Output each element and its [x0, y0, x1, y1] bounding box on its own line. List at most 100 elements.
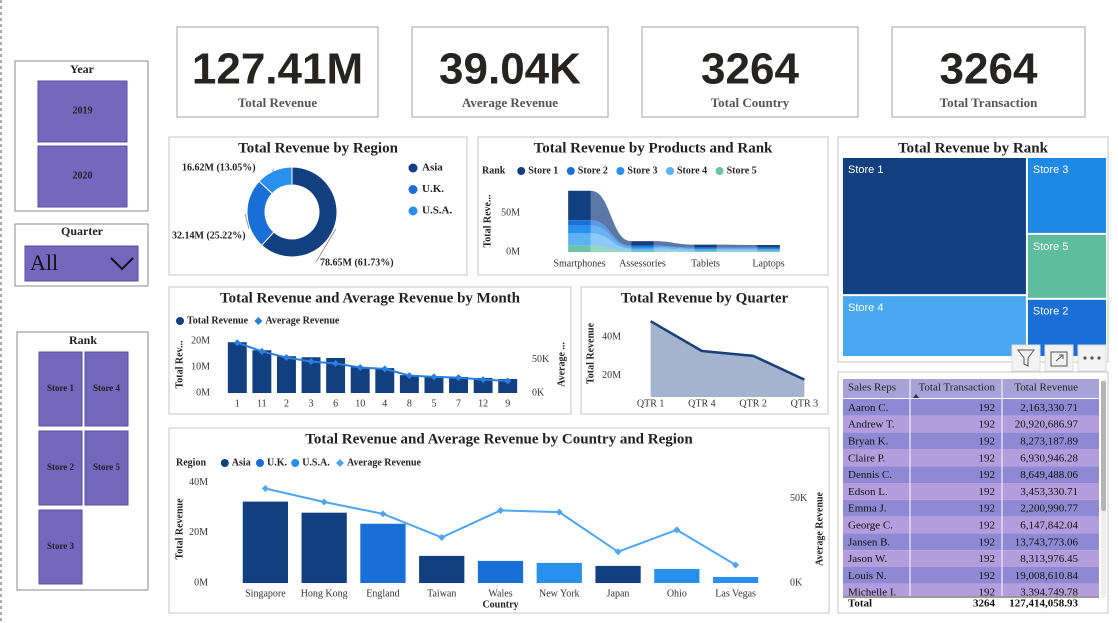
ribbon-bar [694, 244, 717, 248]
table-row[interactable]: Jason W. 192 8,313,976.45 [843, 550, 1099, 567]
ribbon-bar [631, 241, 654, 246]
x-tick-label: QTR 4 [688, 398, 716, 409]
more-options[interactable] [1077, 344, 1107, 372]
icon [1017, 349, 1035, 367]
icon-bg [1011, 344, 1041, 372]
y-tick-label: 0M [194, 577, 208, 588]
table-cell: George C. [848, 520, 893, 532]
legend-marker [715, 167, 724, 175]
slicer-title: Year [70, 62, 95, 76]
ribbon-bar [568, 233, 591, 246]
table-cell: 3,453,330.71 [1020, 486, 1078, 498]
axis-title: Average Revenue [814, 491, 825, 566]
axis-title: Country [482, 599, 518, 610]
icon [1083, 356, 1087, 360]
table-cell: 192 [979, 503, 996, 515]
ribbon [653, 250, 695, 252]
table-cell: 13,743,773.06 [1015, 536, 1079, 548]
x-tick-label: QTR 3 [791, 398, 819, 409]
ribbon [653, 246, 695, 250]
table-row[interactable]: Emma J. 192 2,200,990.77 [843, 499, 1099, 517]
legend-label: Store 4 [677, 165, 707, 176]
table-row[interactable]: Louis N. 192 19,008,610.84 [843, 567, 1099, 584]
line-marker [381, 365, 389, 373]
ribbon [590, 233, 632, 251]
kpi-value: 3264 [701, 45, 799, 94]
slicer-button-label: 2019 [73, 105, 93, 116]
line-marker [320, 498, 328, 506]
ribbon-bar [631, 245, 654, 247]
ribbon-bar [631, 246, 654, 249]
slicer-button[interactable] [84, 351, 129, 427]
kpi-card [641, 26, 859, 118]
table-cell: 6,930,946.28 [1020, 452, 1078, 464]
x-tick-label: Hong Kong [301, 588, 348, 599]
row-bg [843, 499, 1099, 517]
table-cell: Emma J. [848, 503, 887, 515]
slicer-button[interactable] [37, 145, 128, 208]
slicer-button[interactable] [84, 430, 129, 506]
x-tick-label: 10 [355, 398, 365, 409]
table-row[interactable]: Aaron C. 192 2,163,330.71 [843, 399, 1099, 416]
ribbon-bar [757, 245, 780, 248]
total-cell: 127,414,058.93 [1009, 598, 1078, 610]
ribbon [653, 245, 695, 249]
table-row[interactable]: Bryan K. 192 8,273,187.89 [843, 432, 1099, 450]
x-tick-label: 12 [478, 398, 488, 409]
line-marker [258, 347, 266, 355]
slicer-button[interactable] [37, 80, 128, 143]
line-marker [332, 359, 340, 367]
treemap-tile [1027, 158, 1106, 233]
table-cell: 2,163,330.71 [1020, 402, 1078, 414]
x-tick-label: QTR 1 [637, 398, 665, 409]
line-marker [307, 357, 315, 365]
filter-icon[interactable] [1011, 344, 1041, 372]
focus-icon[interactable] [1044, 344, 1074, 372]
table-row[interactable]: Jansen B. 192 13,743,773.06 [843, 533, 1099, 551]
line-marker [405, 372, 413, 380]
x-tick-label: Laptops [752, 258, 784, 269]
table-cell: 8,313,976.45 [1020, 553, 1078, 565]
line-marker [455, 374, 463, 382]
table-cell: 8,273,187.89 [1020, 436, 1078, 448]
donut-segment [261, 166, 338, 258]
y-tick-label: 10M [191, 361, 210, 372]
table-cell: Michelle I. [848, 587, 897, 599]
tile-label: Store 1 [848, 164, 883, 176]
row-bg [843, 567, 1099, 584]
y-tick-label: 20M [189, 527, 208, 538]
slicer-button[interactable] [38, 351, 83, 427]
row-bg [843, 533, 1099, 551]
legend-marker [256, 459, 264, 467]
line-marker [614, 548, 622, 556]
table-row[interactable]: Edson L. 192 3,453,330.71 [843, 483, 1099, 500]
y-tick-label: 20M [602, 370, 621, 381]
dropdown-value: All [30, 250, 58, 275]
table-row[interactable]: George C. 192 6,147,842.04 [843, 516, 1099, 534]
sort-indicator [913, 394, 919, 398]
slicer-button[interactable] [38, 509, 83, 585]
slicer-button[interactable] [38, 430, 83, 506]
line-marker [732, 561, 740, 569]
bar [276, 356, 296, 393]
table-row[interactable]: Dennis C. 192 8,649,488.06 [843, 466, 1099, 483]
ribbon [716, 247, 758, 249]
ribbon-bar [757, 249, 780, 252]
bar [419, 555, 465, 583]
table-cell: 192 [979, 452, 996, 464]
table-cell: 20,920,686.97 [1015, 419, 1079, 431]
y-tick-label: 0M [196, 387, 210, 398]
dropdown[interactable] [24, 245, 139, 282]
table-row[interactable]: Claire P. 192 6,930,946.28 [843, 449, 1099, 467]
table-row[interactable]: Andrew T. 192 20,920,686.97 [843, 415, 1099, 433]
line-marker [261, 485, 269, 492]
scrollbar-thumb[interactable] [1101, 381, 1106, 511]
table-row[interactable]: Michelle I. 192 3,394,749.78 [843, 583, 1099, 601]
legend-title: Rank [482, 165, 506, 176]
data-label: 78.65M (61.73%) [320, 257, 394, 268]
bar [227, 342, 247, 393]
line-marker [555, 508, 563, 516]
line-marker [430, 373, 438, 381]
line-marker [233, 339, 241, 347]
row-bg [843, 550, 1099, 567]
